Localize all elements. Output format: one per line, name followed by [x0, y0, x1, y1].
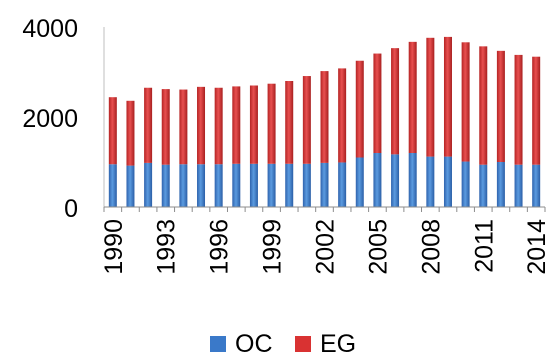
bar-oc-2002 [320, 162, 329, 207]
x-tick-label-1996: 1996 [206, 219, 234, 275]
bar-eg-1998 [249, 85, 258, 164]
x-tick-label-1999: 1999 [259, 219, 287, 275]
x-tick-label-1993: 1993 [153, 219, 181, 275]
bar-eg-2012 [496, 50, 505, 162]
bar-oc-2011 [479, 164, 488, 207]
bar-eg-2006 [391, 48, 400, 155]
bar-eg-1995 [197, 86, 206, 165]
bar-eg-2014 [532, 56, 541, 165]
bar-oc-1993 [161, 164, 170, 207]
y-axis: 0 2000 4000 [22, 15, 105, 223]
bar-oc-1992 [144, 162, 153, 207]
bar-eg-1992 [144, 87, 153, 163]
bar-eg-1990 [108, 97, 117, 165]
bar-eg-1993 [161, 89, 170, 165]
bar-eg-2003 [338, 68, 347, 163]
x-tick-label-2014: 2014 [523, 219, 551, 275]
legend: OC EG [210, 330, 356, 357]
x-tick-label-2002: 2002 [312, 219, 340, 275]
bar-oc-2001 [302, 163, 311, 207]
bar-oc-2003 [338, 162, 347, 207]
bar-eg-2000 [285, 81, 294, 164]
y-tick-label-4000: 4000 [22, 15, 78, 43]
x-tick-label-2008: 2008 [417, 219, 445, 275]
bar-oc-2010 [461, 161, 470, 207]
bar-eg-1997 [232, 86, 241, 164]
x-tick-label-2005: 2005 [364, 219, 392, 275]
bar-oc-1995 [197, 164, 206, 207]
bar-eg-2001 [302, 76, 311, 164]
bar-eg-2002 [320, 71, 329, 163]
legend-label-eg: EG [320, 330, 356, 357]
bar-eg-2013 [514, 54, 523, 165]
bar-oc-2014 [532, 164, 541, 207]
bar-oc-2000 [285, 163, 294, 207]
bars [108, 36, 541, 207]
bar-oc-2006 [391, 154, 400, 207]
bar-oc-2005 [373, 153, 382, 207]
legend-label-oc: OC [235, 330, 273, 357]
bar-oc-1996 [214, 164, 223, 207]
y-tick-label-0: 0 [64, 195, 78, 223]
x-tick-label-1990: 1990 [100, 219, 128, 275]
bar-eg-2011 [479, 46, 488, 165]
bar-oc-2007 [408, 153, 417, 207]
bar-eg-2009 [443, 36, 452, 157]
bar-oc-1998 [249, 163, 258, 207]
bar-oc-2008 [426, 156, 435, 207]
legend-swatch-oc [210, 336, 226, 352]
bar-oc-2013 [514, 164, 523, 207]
bar-eg-2004 [355, 60, 364, 158]
y-tick-label-2000: 2000 [22, 105, 78, 133]
bar-oc-2012 [496, 162, 505, 207]
bar-oc-2004 [355, 157, 364, 207]
x-tick-label-2011: 2011 [470, 219, 498, 273]
legend-swatch-eg [295, 336, 311, 352]
bar-oc-2009 [443, 156, 452, 207]
bar-oc-1997 [232, 163, 241, 207]
bar-eg-1999 [267, 83, 276, 164]
bar-eg-1991 [126, 100, 135, 166]
bar-oc-1990 [108, 164, 117, 207]
bar-eg-1996 [214, 87, 223, 165]
bar-eg-2008 [426, 37, 435, 157]
bar-eg-2007 [408, 41, 417, 153]
bar-oc-1999 [267, 163, 276, 207]
bar-eg-2005 [373, 53, 382, 153]
bar-oc-1991 [126, 165, 135, 207]
bar-oc-1994 [179, 164, 188, 207]
bar-eg-2010 [461, 42, 470, 162]
x-axis: 1990 1993 1996 1999 2002 2005 2008 2011 2014 [100, 206, 551, 275]
bar-eg-1994 [179, 89, 188, 165]
